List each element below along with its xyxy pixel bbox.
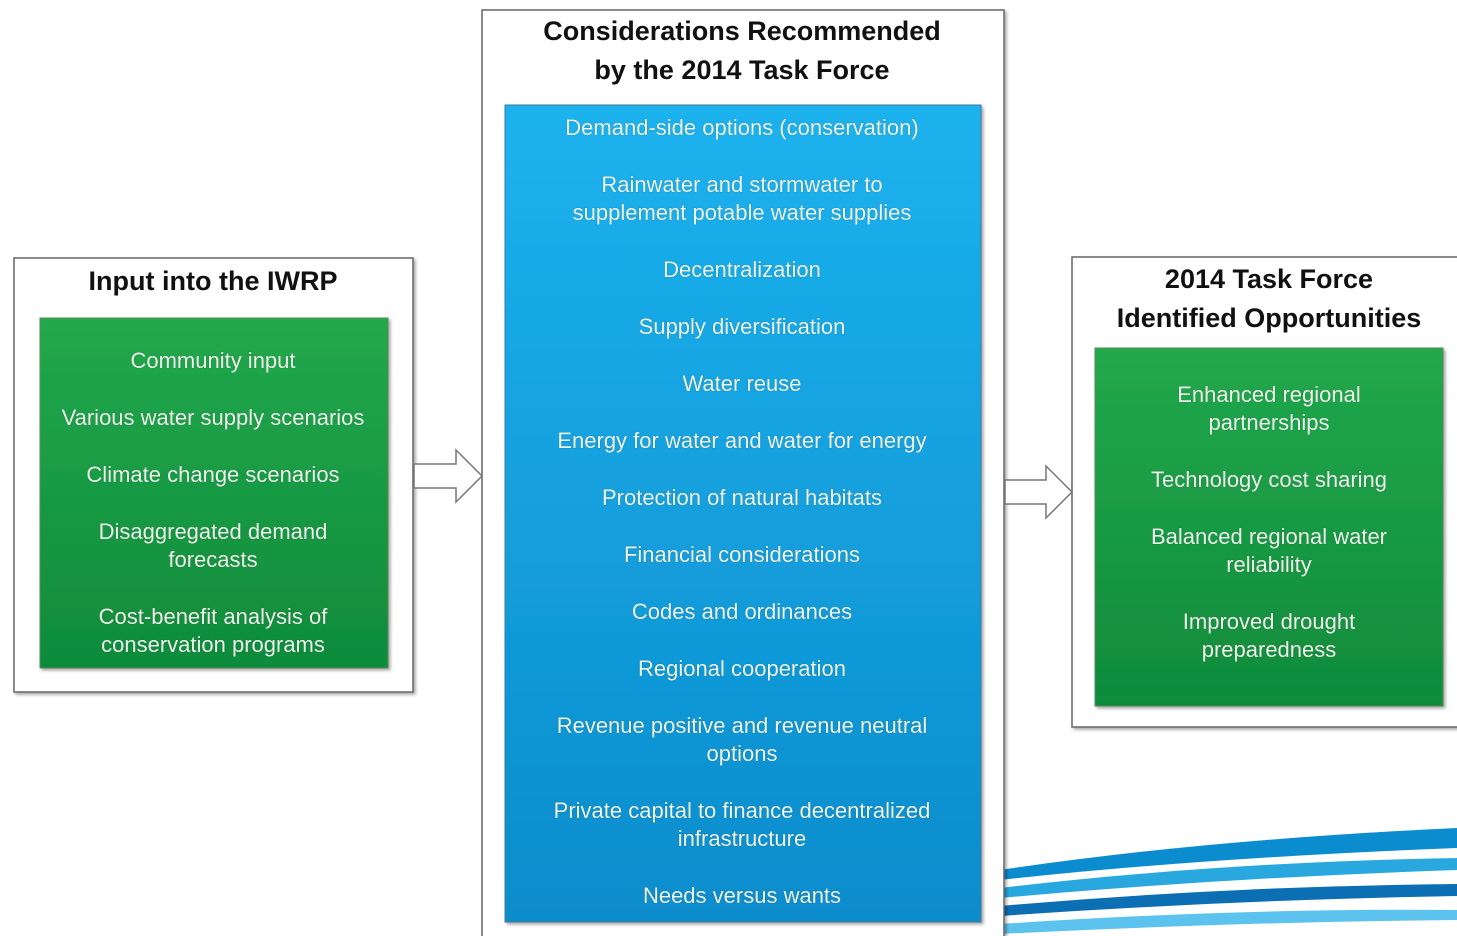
item-text: Water reuse [682,371,801,396]
box-title: Identified Opportunities [1117,303,1422,333]
box-title: Considerations Recommended [543,16,941,46]
item-text: partnerships [1208,410,1329,435]
item-text: Revenue positive and revenue neutral [557,713,928,738]
item-text: Decentralization [663,257,821,282]
item-text: options [707,741,778,766]
item-text: Balanced regional water [1151,524,1387,549]
box-title: 2014 Task Force [1165,264,1373,294]
item-text: Codes and ordinances [632,599,852,624]
item-text: supplement potable water supplies [573,200,912,225]
item-text: Needs versus wants [643,883,841,908]
arrow [414,450,482,502]
arrow [1005,466,1072,518]
box-title: by the 2014 Task Force [594,55,889,85]
item-text: Technology cost sharing [1151,467,1387,492]
item-text: reliability [1226,552,1312,577]
item-text: infrastructure [678,826,806,851]
item-text: Community input [130,348,295,373]
diagram: Input into the IWRP Community input Variou… [0,0,1457,936]
item-text: Financial considerations [624,542,860,567]
item-text: Various water supply scenarios [62,405,365,430]
item-text: conservation programs [101,632,325,657]
box-title: Input into the IWRP [89,266,338,296]
item-text: Protection of natural habitats [602,485,882,510]
item-text: Demand-side options (conservation) [565,115,918,140]
item-text: Cost-benefit analysis of [99,604,329,629]
item-text: forecasts [168,547,257,572]
item-text: Improved drought [1183,609,1355,634]
item-text: Private capital to finance decentralized [554,798,931,823]
item-text: preparedness [1202,637,1337,662]
item-text: Energy for water and water for energy [557,428,926,453]
item-text: Climate change scenarios [86,462,339,487]
swoosh [1000,828,1457,934]
item-text: Supply diversification [639,314,846,339]
item-text: Regional cooperation [638,656,846,681]
item-text: Disaggregated demand [99,519,328,544]
item-text: Enhanced regional [1177,382,1360,407]
item-text: Rainwater and stormwater to [601,172,882,197]
